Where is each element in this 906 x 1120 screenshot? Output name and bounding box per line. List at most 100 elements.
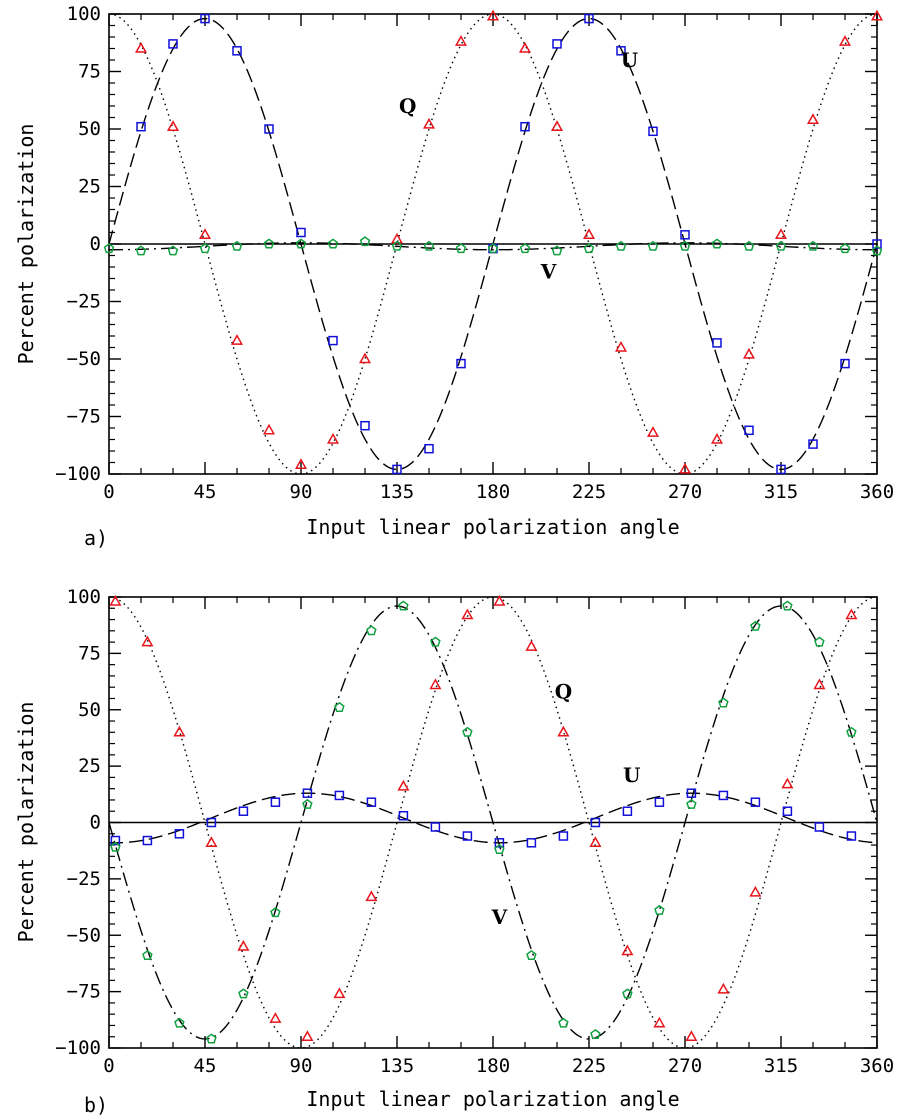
data-point-u (456, 358, 466, 369)
y-tick-label: 75 (78, 642, 101, 664)
data-point-u (584, 13, 594, 24)
y-tick-label: 75 (78, 61, 101, 83)
data-point-v (238, 988, 249, 999)
data-point-q (141, 635, 154, 647)
model-curve-q (108, 596, 878, 1049)
data-point-q (333, 987, 346, 999)
model-curve-u (108, 792, 878, 844)
data-point-u (840, 358, 850, 369)
data-point-q (557, 725, 570, 737)
data-point-v (622, 988, 633, 999)
data-point-u (424, 443, 434, 454)
y-tick-label: −100 (55, 463, 101, 485)
panel-b-ylabel: Percent polarization (14, 702, 38, 943)
data-point-v (135, 245, 147, 256)
data-point-q (294, 458, 308, 470)
data-point-q (749, 885, 762, 897)
data-point-v (206, 1033, 217, 1044)
data-point-v (679, 240, 691, 251)
panel-a-tag: a) (84, 526, 108, 550)
panel-b-markers (109, 594, 858, 1044)
data-point-v (558, 1017, 569, 1028)
model-curve-q (108, 13, 878, 475)
panel-a-ylabel: Percent polarization (14, 124, 38, 365)
data-point-v (263, 238, 275, 249)
curve-label-u: U (623, 763, 640, 787)
panel-b-tag: b) (84, 1093, 108, 1117)
data-point-u (328, 335, 338, 346)
data-point-v (526, 950, 537, 961)
data-point-u (712, 338, 722, 348)
x-tick-label: 180 (476, 481, 510, 503)
y-tick-label: −100 (55, 1037, 101, 1059)
data-point-u (174, 829, 185, 839)
panel-a-markers (103, 9, 884, 475)
data-point-q (134, 41, 148, 53)
data-point-u (750, 797, 761, 807)
x-tick-label: 270 (668, 1055, 702, 1077)
data-point-q (582, 228, 596, 240)
data-point-u (494, 838, 505, 848)
data-point-q (838, 35, 852, 46)
data-point-v (590, 1028, 601, 1039)
data-point-u (238, 806, 249, 816)
data-point-u (110, 835, 121, 846)
data-point-q (230, 334, 244, 345)
data-point-q (781, 777, 794, 789)
data-point-q (589, 836, 602, 848)
data-point-q (358, 352, 372, 364)
panel-b: 0 45 90 135 180 225 270 315 360 −100 −75 −50 −25 0 25 5… (14, 586, 894, 1117)
data-point-u (392, 464, 402, 475)
data-point-q (806, 113, 820, 125)
y-tick-label: 50 (78, 699, 101, 721)
data-point-v (807, 240, 819, 251)
x-tick-label: 225 (572, 1055, 606, 1077)
y-tick-label: 0 (90, 812, 101, 834)
data-point-q (109, 594, 122, 606)
x-tick-label: 90 (290, 1055, 313, 1077)
y-tick-label: −50 (67, 924, 101, 946)
data-point-v (391, 240, 403, 251)
data-point-q (365, 890, 378, 902)
data-point-q (870, 9, 884, 21)
data-point-u (718, 790, 729, 801)
data-point-u (814, 822, 825, 832)
data-point-q (813, 678, 826, 690)
y-tick-label: 100 (67, 3, 101, 25)
data-point-v (142, 950, 153, 961)
curve-label-v: V (491, 905, 508, 929)
y-tick-label: 50 (78, 118, 101, 140)
x-tick-label: 45 (194, 1055, 217, 1077)
curve-label-q: Q (399, 94, 416, 118)
curve-label-v: V (540, 260, 557, 284)
model-curve-v (108, 605, 878, 1040)
data-point-v (583, 243, 595, 254)
data-point-q (173, 725, 186, 737)
x-tick-label: 0 (103, 481, 114, 503)
data-point-u (296, 227, 306, 238)
data-point-v (270, 907, 281, 918)
y-tick-label: 25 (78, 755, 101, 777)
data-point-v (686, 798, 697, 809)
y-tick-label: 25 (78, 176, 101, 198)
data-point-v (871, 245, 883, 256)
data-point-u (142, 835, 153, 846)
data-point-q (237, 939, 250, 951)
data-point-u (680, 230, 690, 240)
data-point-q (493, 594, 506, 606)
data-point-q (774, 228, 788, 240)
data-point-q (685, 1030, 698, 1041)
data-point-v (750, 620, 761, 631)
x-tick-label: 135 (380, 481, 414, 503)
data-point-v (430, 636, 441, 647)
x-tick-label: 45 (194, 481, 217, 503)
data-point-q (717, 982, 730, 994)
curve-label-q: Q (555, 680, 572, 704)
x-tick-label: 315 (764, 481, 798, 503)
data-point-u (366, 797, 377, 807)
data-point-u (648, 126, 658, 137)
data-point-v (814, 636, 825, 647)
data-point-u (776, 464, 786, 475)
data-point-u (206, 817, 217, 828)
